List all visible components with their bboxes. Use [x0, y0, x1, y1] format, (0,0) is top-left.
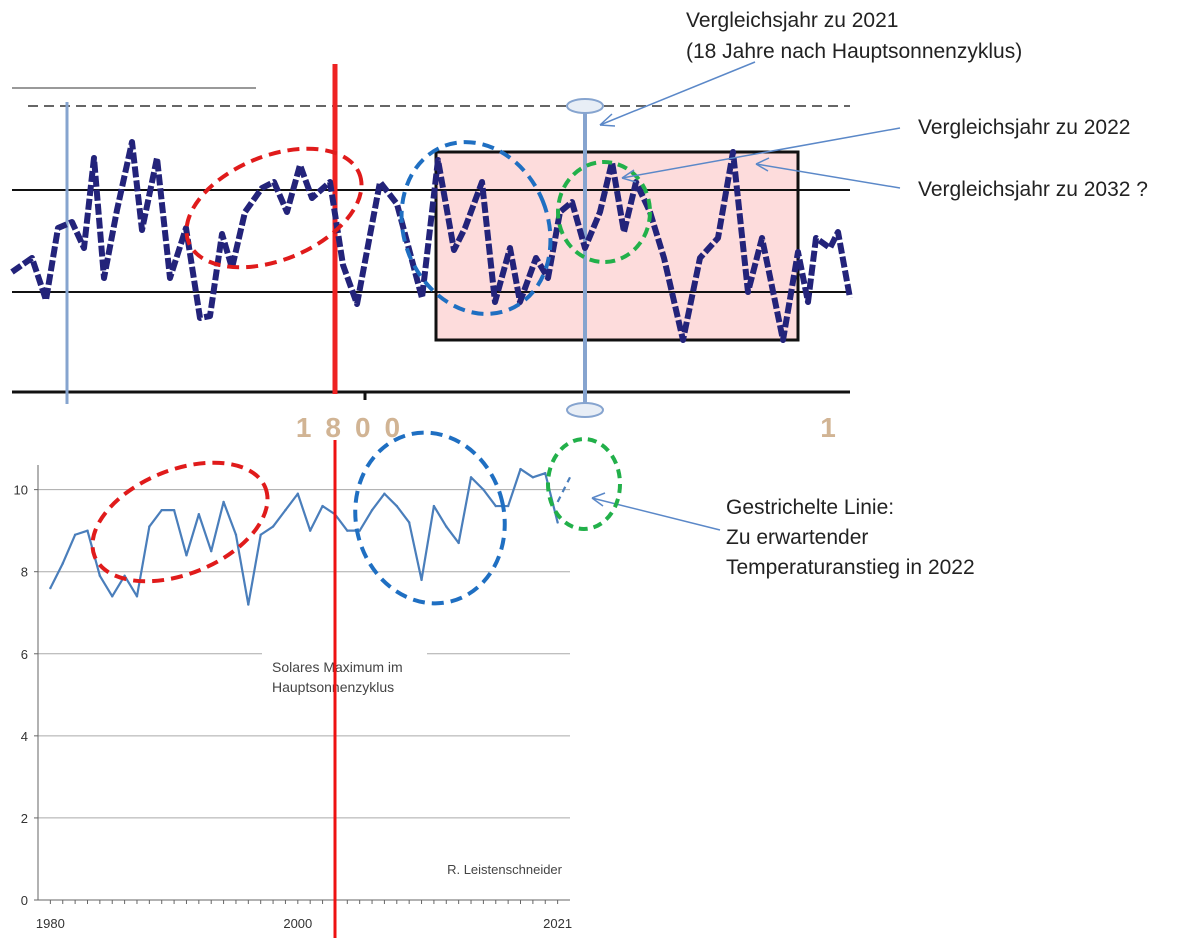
data-point-2010: [420, 578, 423, 582]
historic-data-line: [10, 139, 853, 343]
data-point-1981: [61, 562, 64, 565]
annotation-compare-2021-line1: Vergleichsjahr zu 2021: [686, 9, 899, 32]
credit-label: R. Leistenschneider: [447, 862, 563, 877]
top-red-ellipse: [184, 146, 364, 270]
series-layer: [49, 467, 571, 606]
data-point-2001: [308, 529, 312, 532]
top-green-ellipse: [556, 160, 652, 264]
data-point-1987: [135, 595, 139, 598]
arrow-2032: [755, 163, 901, 189]
data-point-1992: [197, 513, 201, 516]
top-axis-label-1800: 1800: [296, 412, 414, 443]
data-point-2014: [469, 476, 473, 479]
solar-label-background: [262, 640, 427, 702]
annotation-compare-2022: Vergleichsjahr zu 2022: [918, 116, 1131, 139]
data-point-2017: [506, 504, 510, 508]
data-point-1986: [123, 574, 126, 578]
data-point-1988: [148, 525, 151, 528]
y-tick-label-6: 6: [21, 647, 28, 662]
annotation-compare-2032: Vergleichsjahr zu 2032 ?: [918, 178, 1148, 201]
top-axis-label-right: 1: [820, 412, 836, 443]
solar-max-label-line1: Solares Maximum im: [272, 659, 403, 675]
data-point-1990: [172, 508, 176, 512]
data-point-2004: [346, 529, 349, 532]
temperature-series-line: [49, 468, 559, 606]
data-point-1996: [247, 603, 250, 606]
annotation-dashed-line-desc1: Zu erwartender: [726, 526, 869, 549]
arrow-2021-head: [599, 113, 616, 127]
data-point-1982: [73, 533, 77, 536]
bottom-red-ellipse: [90, 460, 270, 584]
data-point-2006: [370, 508, 374, 512]
data-point-1995: [234, 533, 238, 536]
axis-layer: 0 2 4 6 8 10 1980 2000 2021: [14, 465, 572, 931]
bottom-green-ellipse: [546, 437, 622, 531]
annotation-dashed-line-desc2: Temperaturanstieg in 2022: [726, 556, 975, 579]
data-point-1980: [49, 586, 52, 590]
projection-dashed-line: [556, 476, 571, 503]
data-point-2012: [445, 525, 448, 528]
data-point-2011: [432, 504, 436, 508]
x-tick-label-1980: 1980: [36, 916, 65, 931]
data-point-2020: [544, 472, 547, 475]
data-point-1983: [86, 529, 89, 532]
data-point-1999: [284, 508, 287, 512]
y-tick-label-8: 8: [21, 565, 28, 580]
y-tick-label-10: 10: [14, 483, 28, 498]
marker-cap-top: [566, 98, 604, 114]
data-point-2007: [383, 492, 386, 495]
x-tick-label-2021: 2021: [543, 916, 572, 931]
data-point-1991: [185, 554, 188, 557]
solar-max-label-line2: Hauptsonnenzyklus: [272, 679, 394, 695]
data-point-1997: [259, 533, 262, 536]
data-point-1985: [111, 595, 114, 598]
x-tick-label-2000: 2000: [283, 916, 312, 931]
data-point-2013: [457, 541, 460, 545]
y-tick-label-2: 2: [21, 811, 28, 826]
data-point-1984: [98, 574, 102, 578]
data-point-2008: [395, 504, 398, 508]
data-point-2021: [556, 521, 559, 524]
marker-cap-bottom: [566, 402, 604, 418]
arrow-2022-head: [621, 169, 637, 183]
data-point-2016: [494, 504, 497, 508]
data-point-2018: [519, 467, 522, 471]
arrow-2021: [599, 61, 756, 126]
data-point-1989: [160, 508, 163, 512]
bottom-blue-ellipse: [353, 430, 507, 606]
data-point-2019: [531, 476, 535, 479]
arrow-dashed-head: [591, 492, 606, 507]
data-point-2015: [482, 488, 485, 491]
arrow-dashed: [591, 497, 721, 531]
annotation-compare-2021: Vergleichsjahr zu 2021 (18 Jahre nach Ha…: [686, 5, 1022, 67]
data-point-2002: [321, 504, 324, 508]
annotation-dashed-line-title: Gestrichelte Linie:: [726, 496, 895, 519]
data-point-2000: [296, 492, 300, 495]
data-point-1994: [222, 500, 225, 504]
y-tick-label-4: 4: [21, 729, 28, 744]
data-point-1993: [210, 549, 213, 553]
data-point-2009: [407, 521, 411, 524]
y-tick-label-0: 0: [21, 893, 28, 908]
arrow-2022: [621, 127, 901, 179]
arrow-2032-head: [755, 157, 770, 172]
data-point-1998: [271, 525, 275, 528]
annotation-dashed-line: Gestrichelte Linie: Zu erwartender Tempe…: [726, 493, 975, 583]
top-blue-ellipse: [399, 140, 553, 316]
annotation-compare-2021-line2: (18 Jahre nach Hauptsonnenzyklus): [686, 40, 1023, 63]
